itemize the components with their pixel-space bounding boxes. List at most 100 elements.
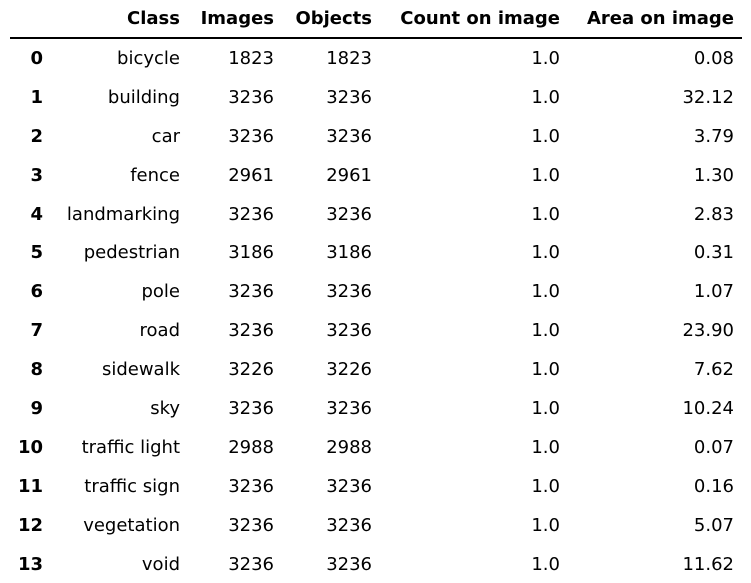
cell-objects: 3236	[326, 397, 372, 419]
cell-images: 3226	[228, 359, 274, 381]
cell-objects: 3236	[326, 553, 372, 575]
cell-images: 3186	[228, 242, 274, 264]
table-row: 7 road 3236 3236 1.0 23.90	[10, 311, 742, 350]
cell-images: 3236	[228, 86, 274, 108]
row-index: 7	[30, 320, 43, 342]
row-index: 6	[30, 281, 43, 303]
header-class: Class	[43, 0, 180, 39]
cell-count-on-image: 1.0	[531, 125, 560, 147]
class-statistics-table: Class Images Objects Count on image Area…	[10, 0, 742, 583]
cell-count-on-image: 1.0	[531, 47, 560, 69]
cell-class: pole	[141, 281, 180, 303]
cell-objects: 3236	[326, 203, 372, 225]
row-index: 10	[17, 436, 43, 458]
table-row: 11 traffic sign 3236 3236 1.0 0.16	[10, 467, 742, 506]
row-index: 3	[30, 164, 43, 186]
header-index	[10, 0, 43, 39]
cell-class: sidewalk	[101, 359, 180, 381]
cell-images: 2988	[228, 436, 274, 458]
cell-objects: 3236	[326, 86, 372, 108]
cell-count-on-image: 1.0	[531, 281, 560, 303]
cell-class: bicycle	[117, 47, 180, 69]
cell-class: building	[107, 86, 180, 108]
cell-area-on-image: 0.08	[693, 47, 734, 69]
cell-images: 3236	[228, 125, 274, 147]
cell-images: 3236	[228, 475, 274, 497]
table-row: 4 landmarking 3236 3236 1.0 2.83	[10, 195, 742, 234]
cell-images: 3236	[228, 553, 274, 575]
cell-class: pedestrian	[83, 242, 180, 264]
row-index: 4	[30, 203, 43, 225]
cell-area-on-image: 32.12	[682, 86, 734, 108]
cell-count-on-image: 1.0	[531, 359, 560, 381]
cell-objects: 2961	[326, 164, 372, 186]
cell-count-on-image: 1.0	[531, 86, 560, 108]
cell-objects: 3186	[326, 242, 372, 264]
cell-objects: 3236	[326, 320, 372, 342]
cell-area-on-image: 1.30	[693, 164, 734, 186]
cell-area-on-image: 3.79	[693, 125, 734, 147]
cell-objects: 3236	[326, 281, 372, 303]
cell-images: 3236	[228, 397, 274, 419]
cell-count-on-image: 1.0	[531, 397, 560, 419]
cell-area-on-image: 0.31	[693, 242, 734, 264]
table-row: 1 building 3236 3236 1.0 32.12	[10, 78, 742, 117]
cell-area-on-image: 23.90	[682, 320, 734, 342]
header-objects: Objects	[274, 0, 372, 39]
cell-class: void	[141, 553, 180, 575]
cell-images: 1823	[228, 47, 274, 69]
cell-objects: 3236	[326, 514, 372, 536]
row-index: 1	[30, 86, 43, 108]
table-row: 12 vegetation 3236 3236 1.0 5.07	[10, 506, 742, 545]
table-body: 0 bicycle 1823 1823 1.0 0.08 1 building 3236 3236…	[10, 38, 742, 583]
row-index: 0	[30, 47, 43, 69]
row-index: 5	[30, 242, 43, 264]
cell-area-on-image: 10.24	[682, 397, 734, 419]
cell-area-on-image: 11.62	[682, 553, 734, 575]
cell-images: 3236	[228, 281, 274, 303]
cell-objects: 2988	[326, 436, 372, 458]
table-row: 13 void 3236 3236 1.0 11.62	[10, 545, 742, 583]
cell-images: 2961	[228, 164, 274, 186]
cell-class: vegetation	[83, 514, 180, 536]
cell-area-on-image: 0.07	[693, 436, 734, 458]
cell-images: 3236	[228, 203, 274, 225]
row-index: 12	[17, 514, 43, 536]
cell-images: 3236	[228, 320, 274, 342]
cell-class: sky	[150, 397, 180, 419]
table-row: 2 car 3236 3236 1.0 3.79	[10, 117, 742, 156]
header-images: Images	[180, 0, 274, 39]
cell-count-on-image: 1.0	[531, 320, 560, 342]
table-row: 8 sidewalk 3226 3226 1.0 7.62	[10, 350, 742, 389]
table-row: 0 bicycle 1823 1823 1.0 0.08	[10, 38, 742, 78]
cell-count-on-image: 1.0	[531, 203, 560, 225]
row-index: 13	[17, 553, 43, 575]
row-index: 9	[30, 397, 43, 419]
cell-count-on-image: 1.0	[531, 475, 560, 497]
cell-class: traffic sign	[84, 475, 180, 497]
cell-count-on-image: 1.0	[531, 242, 560, 264]
table-row: 6 pole 3236 3236 1.0 1.07	[10, 272, 742, 311]
cell-area-on-image: 1.07	[693, 281, 734, 303]
cell-class: fence	[130, 164, 180, 186]
cell-count-on-image: 1.0	[531, 436, 560, 458]
cell-class: landmarking	[66, 203, 180, 225]
row-index: 11	[17, 475, 43, 497]
header-count-on-image: Count on image	[372, 0, 560, 39]
table-row: 9 sky 3236 3236 1.0 10.24	[10, 389, 742, 428]
cell-objects: 3226	[326, 359, 372, 381]
cell-class: traffic light	[81, 436, 180, 458]
cell-images: 3236	[228, 514, 274, 536]
cell-count-on-image: 1.0	[531, 514, 560, 536]
cell-objects: 1823	[326, 47, 372, 69]
cell-area-on-image: 5.07	[693, 514, 734, 536]
cell-objects: 3236	[326, 125, 372, 147]
row-index: 8	[30, 359, 43, 381]
cell-class: car	[151, 125, 180, 147]
table-row: 10 traffic light 2988 2988 1.0 0.07	[10, 428, 742, 467]
class-statistics-table-container: Class Images Objects Count on image Area…	[10, 0, 742, 583]
row-index: 2	[30, 125, 43, 147]
table-header: Class Images Objects Count on image Area…	[10, 0, 742, 39]
table-row: 3 fence 2961 2961 1.0 1.30	[10, 156, 742, 195]
table-row: 5 pedestrian 3186 3186 1.0 0.31	[10, 233, 742, 272]
